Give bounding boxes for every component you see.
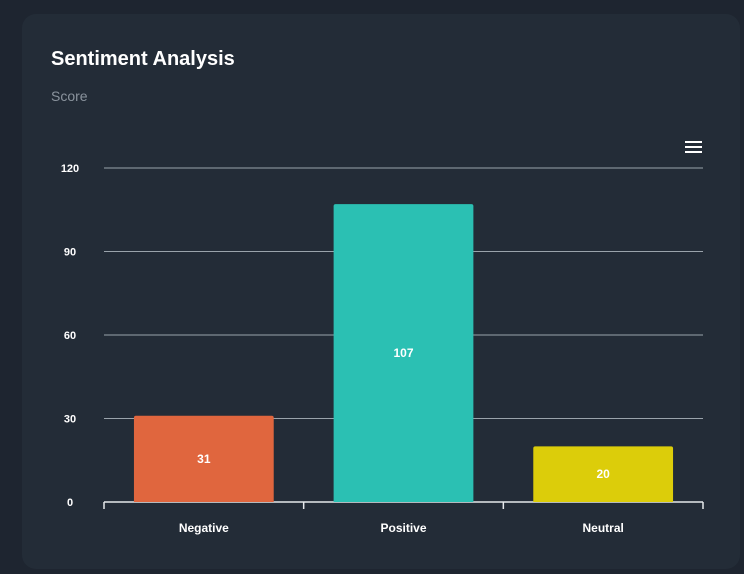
bar-chart: 0 30 60 90 120 31 Negative 107 Positive 20 Neutral xyxy=(61,163,704,535)
bar-negative[interactable] xyxy=(133,415,274,502)
x-tick-label-positive: Positive xyxy=(380,521,426,535)
x-tick-label-neutral: Neutral xyxy=(582,521,623,535)
chart-title: Sentiment Analysis xyxy=(51,48,235,70)
y-tick-label-60: 60 xyxy=(64,330,76,342)
y-tick-label-0: 0 xyxy=(67,497,73,509)
y-tick-label-120: 120 xyxy=(61,163,79,175)
data-label-positive: 107 xyxy=(393,346,413,360)
y-tick-label-90: 90 xyxy=(64,247,76,259)
chart-subtitle: Score xyxy=(51,88,88,104)
data-label-negative: 31 xyxy=(197,452,211,466)
bar-neutral[interactable] xyxy=(533,446,674,502)
x-tick-label-negative: Negative xyxy=(179,521,229,535)
hamburger-menu-icon[interactable] xyxy=(685,140,703,156)
y-tick-label-30: 30 xyxy=(64,414,76,426)
bar-positive[interactable] xyxy=(333,204,474,502)
data-label-neutral: 20 xyxy=(596,467,610,481)
chart-card: Sentiment Analysis Score 0 30 60 90 120 31 Neg… xyxy=(22,14,740,569)
